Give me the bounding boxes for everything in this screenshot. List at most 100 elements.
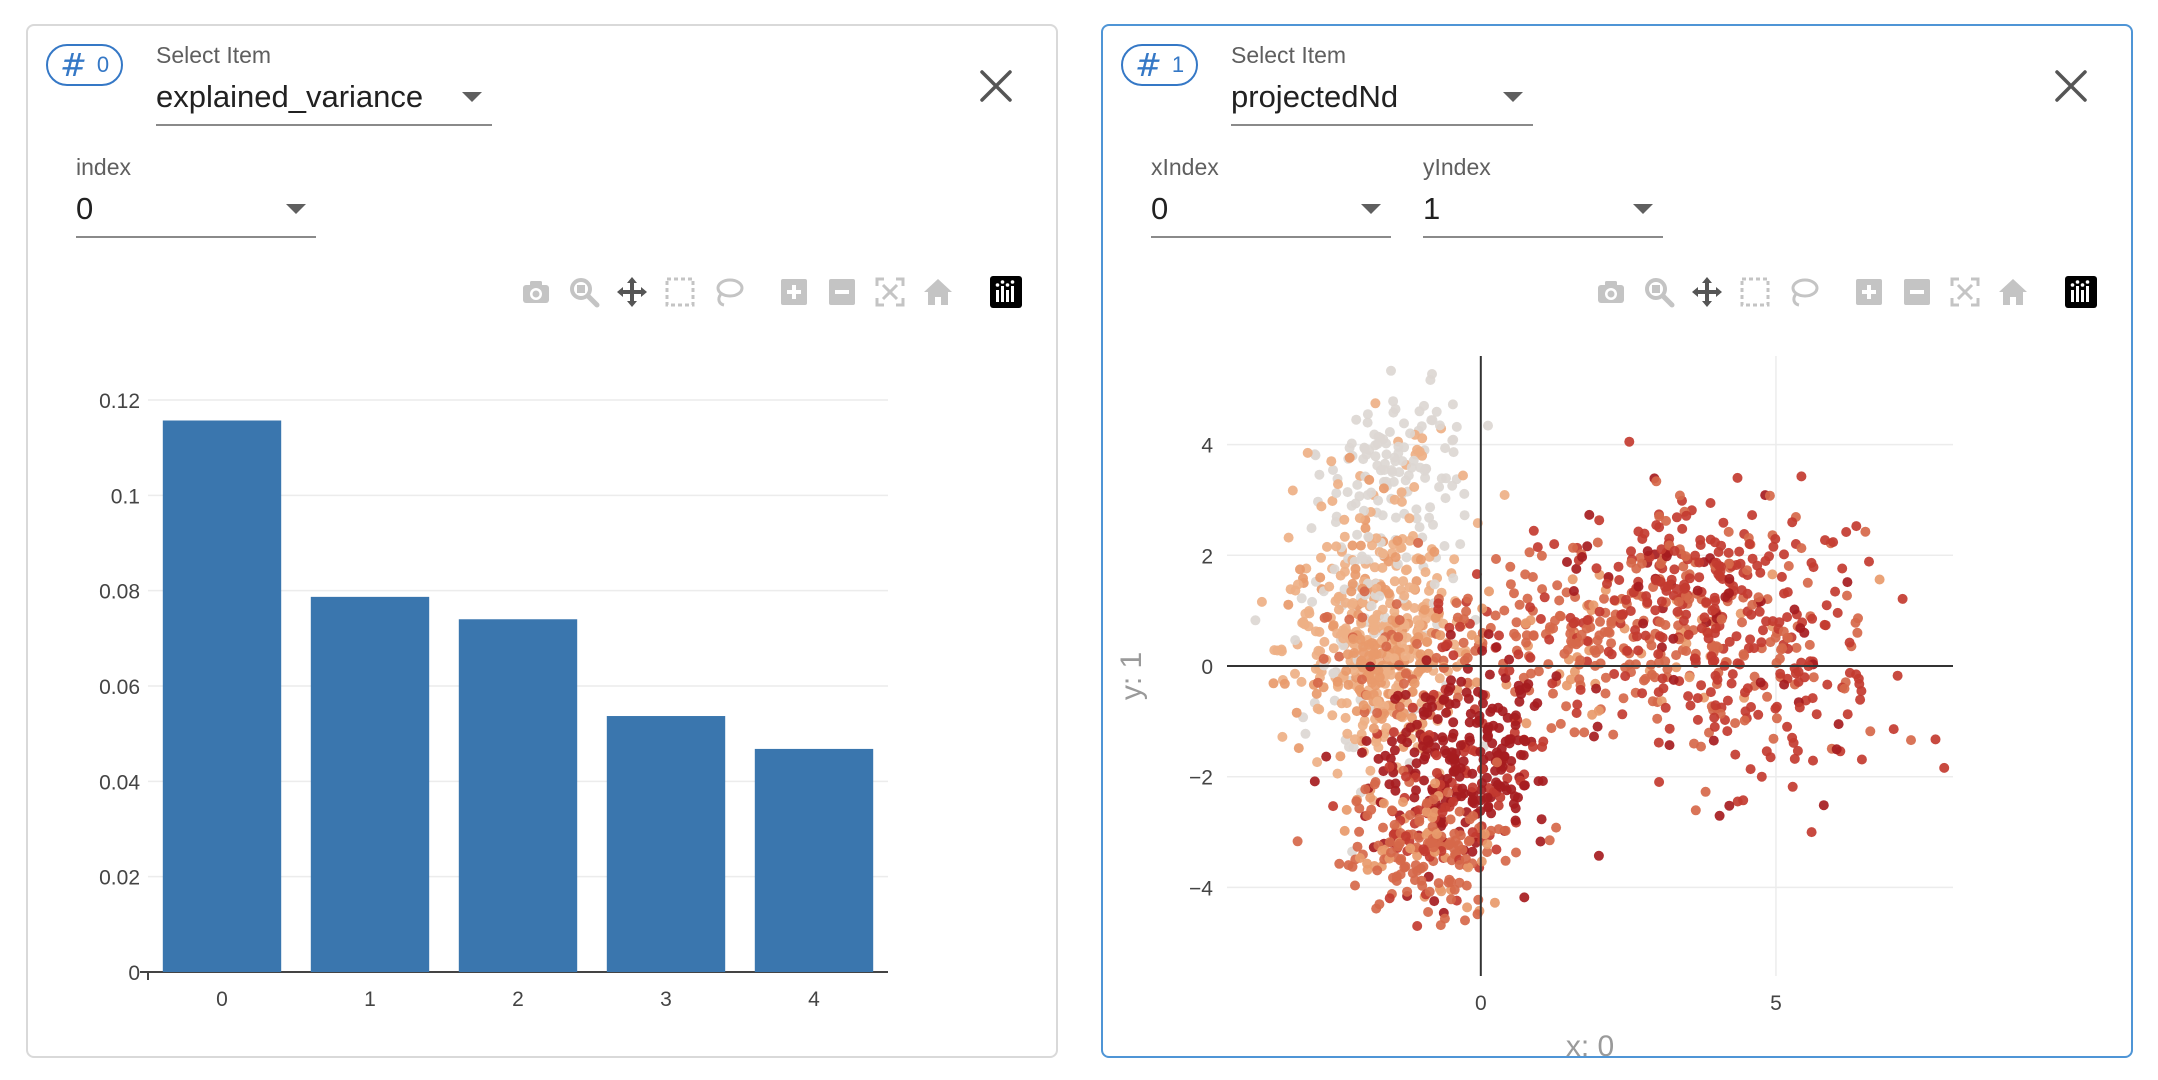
x-index-box[interactable]: 0 [1151,182,1391,238]
scatter-point [1434,420,1445,431]
scatter-point [1837,563,1848,574]
scatter-point [1466,630,1477,641]
scatter-point [1606,638,1617,649]
camera-icon[interactable] [1591,272,1631,312]
scatter-point [1505,561,1516,572]
scatter-point [1745,764,1756,775]
scatter-point [1536,550,1547,561]
scatter-point [1504,654,1515,665]
scatter-point [1359,443,1370,454]
scatter-point [1412,638,1422,649]
pan-icon[interactable] [612,272,652,312]
scatter-point [1752,560,1763,571]
scatter-point [1354,491,1365,502]
select-item-box[interactable]: explained_variance [156,70,492,126]
scatter-point [1551,671,1562,682]
scatter-point [1579,727,1590,738]
scatter-point [1269,645,1280,656]
scatter-point [1668,674,1679,685]
box-select-icon[interactable] [660,272,700,312]
scatter-point [1775,668,1786,679]
zoom-in-icon[interactable] [1849,272,1889,312]
close-icon[interactable] [2049,64,2093,108]
scatter-point [1443,686,1454,697]
scatter-point [1306,523,1317,534]
x-index-dropdown[interactable]: xIndex 0 [1151,152,1391,238]
scatter-point [1360,523,1371,534]
scatter-point [1482,732,1493,743]
select-item-value: projectedNd [1231,79,1399,114]
scatter-point [1316,501,1327,512]
scatter-point [1343,679,1354,690]
scatter-point [1268,678,1279,689]
scatter-point [1496,743,1507,754]
scatter-point [1335,751,1346,762]
scatter-point [1394,467,1405,478]
scatter-point [1521,718,1532,729]
camera-icon[interactable] [516,272,556,312]
scatter-point [1299,619,1310,630]
scatter-point [1546,723,1557,734]
zoom-icon[interactable] [1639,272,1679,312]
scatter-point [1400,831,1411,842]
scatter-point [1377,562,1388,573]
scatter-point [1515,749,1526,760]
close-icon[interactable] [974,64,1018,108]
scatter-point [1328,801,1339,812]
y-index-box[interactable]: 1 [1423,182,1663,238]
scatter-point [1865,726,1876,737]
select-item-box[interactable]: projectedNd [1231,70,1533,126]
lasso-select-icon[interactable] [1783,272,1823,312]
scatter-point [1348,634,1359,644]
zoom-icon[interactable] [564,272,604,312]
y-tick-label: 0.08 [99,581,140,604]
scatter-point [1525,602,1536,613]
zoom-in-icon[interactable] [774,272,814,312]
scatter-point [1832,607,1843,618]
scatter-point [1463,862,1474,873]
plotly-logo-icon[interactable] [2061,272,2101,312]
scatter-point [1400,651,1411,662]
scatter-point [1656,544,1667,555]
scatter-point [1514,696,1525,707]
scatter-point [1448,728,1459,739]
scatter-point [1276,644,1287,655]
scatter-point [1574,674,1585,685]
scatter-point [1464,732,1475,743]
autoscale-icon[interactable] [1945,272,1985,312]
scatter-point [1467,797,1478,807]
scatter-point [1571,639,1582,650]
reset-axes-icon[interactable] [918,272,958,312]
scatter-point [1310,626,1321,637]
scatter-point [1425,375,1436,385]
scatter-point [1307,596,1318,607]
scatter-point [1842,709,1853,720]
pan-icon[interactable] [1687,272,1727,312]
zoom-out-icon[interactable] [1897,272,1937,312]
zoom-out-icon[interactable] [822,272,862,312]
plotly-logo-icon[interactable] [986,272,1026,312]
autoscale-icon[interactable] [870,272,910,312]
scatter-point [1506,756,1517,766]
scatter-point [1528,525,1539,536]
scatter-point [1713,642,1724,653]
scatter-point [1467,782,1478,793]
y-index-dropdown[interactable]: yIndex 1 [1423,152,1663,238]
scatter-point [1349,734,1360,745]
box-select-icon[interactable] [1735,272,1775,312]
select-item-dropdown[interactable]: Select Item projectedNd [1231,40,1533,126]
lasso-select-icon[interactable] [708,272,748,312]
scatter-points [1250,365,1950,931]
scatter-point [1370,398,1381,409]
index-box[interactable]: 0 [76,182,316,238]
scatter-point [1313,645,1324,656]
scatter-point [1720,592,1731,602]
scatter-point [1713,547,1724,557]
scatter-point [1622,645,1633,656]
scatter-point [1396,487,1407,498]
reset-axes-icon[interactable] [1993,272,2033,312]
scatter-point [1312,703,1323,714]
index-dropdown[interactable]: index 0 [76,152,316,238]
scatter-point [1357,720,1368,731]
select-item-dropdown[interactable]: Select Item explained_variance [156,40,492,126]
